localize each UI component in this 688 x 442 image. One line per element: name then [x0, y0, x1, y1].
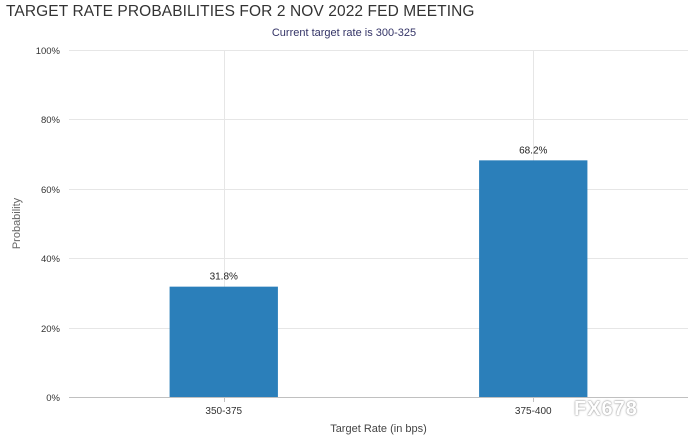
chart-subtitle: Current target rate is 300-325 [271, 27, 417, 39]
y-tick-label: 60% [41, 185, 61, 196]
y-tick-label: 80% [41, 115, 61, 126]
y-axis-label: Probability [11, 197, 23, 249]
data-labels: 31.8% 68.2% [210, 145, 548, 282]
bar-375-400 [479, 160, 588, 397]
data-label: 68.2% [519, 145, 547, 156]
y-tick-label: 100% [36, 46, 61, 57]
y-tick-label: 20% [41, 324, 61, 335]
grid-lines [69, 50, 688, 398]
x-axis-label: Target Rate (in bps) [330, 423, 427, 435]
data-label: 31.8% [210, 272, 238, 283]
x-tick-label: 350-375 [205, 406, 242, 417]
watermark-logo: FX678 [574, 398, 638, 420]
y-tick-label: 0% [46, 393, 60, 404]
y-axis-ticks: 0% 20% 40% 60% 80% 100% [36, 46, 61, 404]
bar-350-375 [169, 286, 278, 397]
x-tick-label: 375-400 [515, 406, 552, 417]
x-axis-ticks: 350-375 375-400 [205, 397, 552, 417]
chart-title: TARGET RATE PROBABILITIES FOR 2 NOV 2022… [6, 3, 475, 20]
y-tick-label: 40% [41, 254, 61, 265]
bars [169, 160, 588, 397]
